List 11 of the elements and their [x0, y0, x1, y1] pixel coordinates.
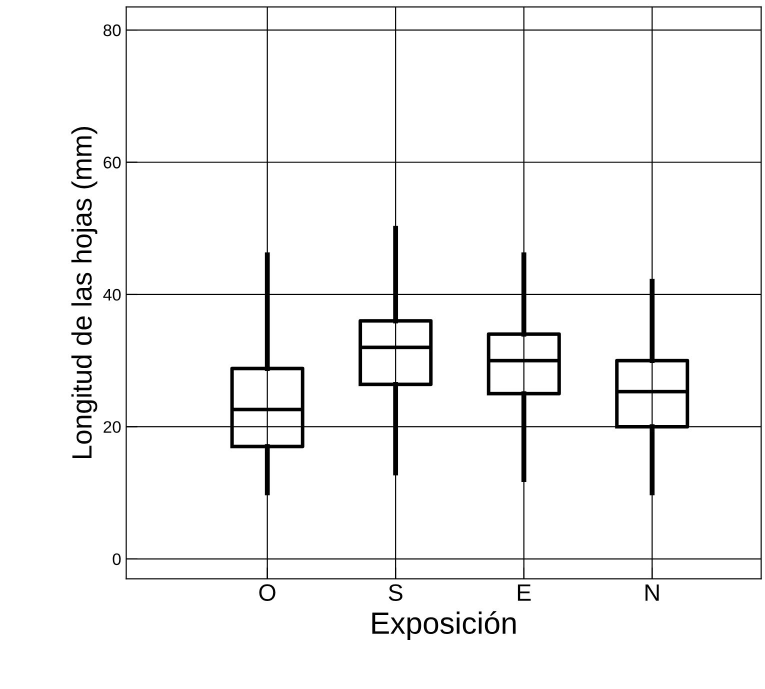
y-tick-label: 0	[112, 553, 121, 566]
y-tick-label: 60	[104, 156, 121, 168]
y-tick-label: 40	[103, 288, 121, 301]
y-tick-label: 80	[104, 24, 121, 36]
x-tick-label: N	[646, 584, 659, 601]
x-tick-label: O	[259, 584, 276, 601]
y-tick-label: 20	[104, 421, 121, 433]
x-tick-label: S	[388, 584, 402, 601]
x-axis-title: Exposición	[372, 611, 516, 640]
x-tick-label: E	[518, 584, 531, 601]
y-axis-title: Longitud de las hojas (mm)	[71, 127, 98, 458]
